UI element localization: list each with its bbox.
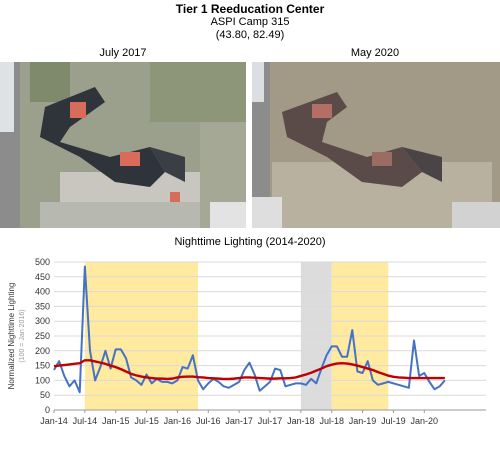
left-image-date: July 2017 xyxy=(99,47,147,59)
y-tick-label: 350 xyxy=(35,301,50,311)
x-tick-label: Jul-17 xyxy=(258,416,283,426)
y-tick-label: 50 xyxy=(40,390,50,400)
y-tick-label: 500 xyxy=(35,257,50,267)
y-tick-label: 450 xyxy=(35,272,50,282)
camp-subtitle: ASPI Camp 315 xyxy=(210,16,290,28)
y-tick-label: 250 xyxy=(35,331,50,341)
smoothed-series-line xyxy=(53,359,445,381)
x-tick-label: Jan-18 xyxy=(287,416,315,426)
chart-title: Nighttime Lighting (2014-2020) xyxy=(174,236,326,248)
y-tick-label: 150 xyxy=(35,361,50,371)
satellite-image-2020 xyxy=(252,62,500,228)
x-tick-label: Jan-19 xyxy=(349,416,377,426)
x-tick-label: Jul-19 xyxy=(381,416,406,426)
x-tick-label: Jul-18 xyxy=(319,416,344,426)
page-title: Tier 1 Reeducation Center xyxy=(175,2,325,16)
x-tick-label: Jul-15 xyxy=(134,416,159,426)
x-tick-label: Jan-17 xyxy=(225,416,253,426)
satellite-image-2017 xyxy=(0,62,246,228)
y-tick-label: 0 xyxy=(45,405,50,415)
x-tick-label: Jan-20 xyxy=(411,416,439,426)
y-tick-label: 400 xyxy=(35,287,50,297)
x-tick-label: Jan-15 xyxy=(102,416,130,426)
line-chart: 0 50 100 150 200 250 300 350 400 450 500 Jan-14 Jul… xyxy=(0,250,500,458)
y-tick-label: 100 xyxy=(35,375,50,385)
y-tick-label: 200 xyxy=(35,346,50,356)
coordinates: (43.80, 82.49) xyxy=(215,29,285,41)
y-axis-label: Normalized Nighttime Lighting xyxy=(7,283,16,390)
y-tick-label: 300 xyxy=(35,316,50,326)
x-tick-label: Jul-14 xyxy=(73,416,98,426)
x-tick-label: Jan-16 xyxy=(164,416,192,426)
y-axis-sublabel: (100 = Jan 2016) xyxy=(19,309,26,362)
chart-svg: 0 50 100 150 200 250 300 350 400 450 500 Jan-14 Jul… xyxy=(7,257,486,426)
x-tick-label: Jul-16 xyxy=(196,416,221,426)
x-tick-label: Jan-14 xyxy=(40,416,68,426)
raw-series-line xyxy=(53,265,446,394)
right-image-date: May 2020 xyxy=(350,47,400,59)
